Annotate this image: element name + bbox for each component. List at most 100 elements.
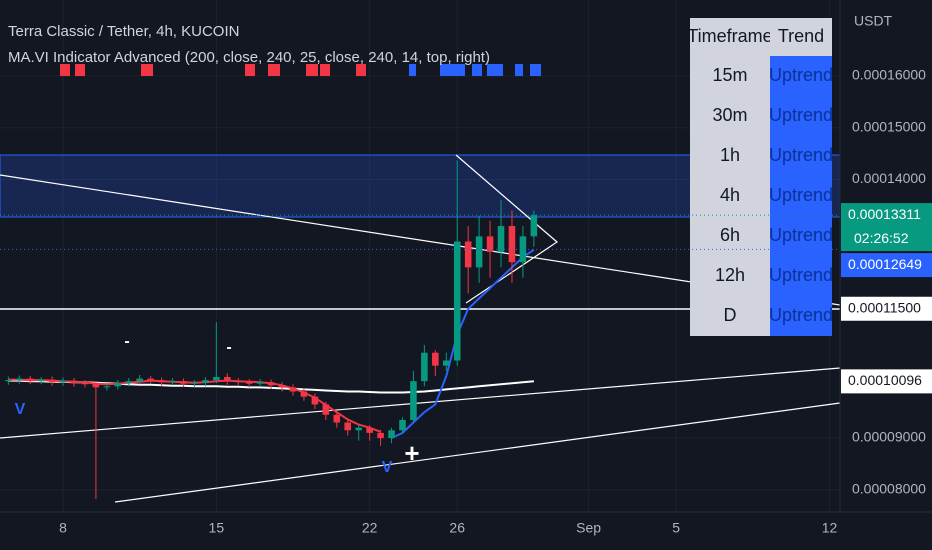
price-tag-label: 0.00013311: [848, 206, 921, 222]
candle-body: [202, 380, 209, 383]
candle-body: [5, 380, 12, 382]
candle-body: [15, 378, 23, 381]
price-tags: 0.00013311 02:26:52 0.00012649 0.00011500 0.…: [0, 203, 932, 394]
candle-body: [48, 379, 56, 383]
candle-body: [475, 236, 483, 268]
signal: [268, 64, 280, 76]
indicator-label: MA.VI Indicator Advanced (200, close, 24…: [8, 49, 490, 66]
price-tag-label: 0.00011500: [848, 299, 921, 315]
signal: [440, 64, 465, 76]
candle-body: [399, 419, 406, 431]
x-tick-label: Sep: [576, 520, 601, 536]
table-cell: [690, 136, 770, 176]
candle-body: [432, 352, 439, 366]
price-tag: [841, 369, 932, 394]
chart-title: Terra Classic / Tether, 4h, KUCOIN: [8, 23, 239, 40]
price-tag-label: 0.00010096: [848, 372, 922, 388]
y-axis-unit: USDT: [854, 13, 893, 29]
candle-body: [158, 380, 165, 383]
signal: [530, 64, 541, 76]
x-tick-label: 26: [449, 520, 465, 536]
candle-body: [300, 391, 308, 397]
candle-body: [125, 381, 133, 384]
candle-body: [344, 422, 352, 431]
candle-body: [333, 414, 341, 423]
timeframe: 12h: [715, 265, 745, 285]
candle-body: [421, 352, 428, 382]
candle-body: [278, 385, 286, 388]
signal-marker: +: [404, 438, 419, 468]
candle-body: [530, 215, 538, 237]
candle-body: [453, 241, 461, 361]
signal-marker: V: [15, 401, 26, 418]
candle-body: [103, 386, 111, 388]
signal: [356, 64, 366, 76]
table-cell: [770, 256, 832, 296]
signal-marker: -: [124, 333, 129, 350]
x-tick-label: 22: [362, 520, 378, 536]
signal: [245, 64, 255, 76]
table-cell: [690, 56, 770, 96]
candle-body: [508, 226, 516, 263]
signal: [306, 64, 318, 76]
countdown: 02:26:52: [854, 230, 909, 246]
candle-body: [70, 380, 78, 384]
candle-body: [410, 381, 417, 420]
candle-body: [169, 381, 176, 383]
trend-value: Uptrend: [769, 305, 833, 325]
x-tick-label: 15: [209, 520, 225, 536]
y-tick-label: 0.00009000: [852, 429, 926, 445]
candle-body: [464, 241, 472, 268]
table-cell: [770, 176, 832, 216]
candle-body: [366, 427, 373, 433]
candle-body: [92, 383, 100, 388]
table-cell: [690, 176, 770, 216]
candle-body: [26, 378, 34, 382]
price-tag-label: 0.00012649: [848, 256, 922, 272]
table-header: Timeframe: [687, 26, 772, 46]
signal: [320, 64, 330, 76]
candle-body: [191, 382, 198, 384]
signal: [515, 64, 523, 76]
timeframe: 6h: [720, 225, 740, 245]
trend-value: Uptrend: [769, 185, 833, 205]
price-tag: [841, 253, 932, 278]
candle-body: [377, 432, 384, 439]
table-header: Trend: [778, 26, 824, 46]
trend-value: Uptrend: [769, 65, 833, 85]
candle-body: [180, 381, 187, 384]
trend-value: Uptrend: [769, 265, 833, 285]
candle-body: [81, 383, 89, 385]
timeframe: 15m: [712, 65, 747, 85]
y-tick-label: 0.00008000: [852, 480, 926, 496]
signal-marker: V: [382, 459, 393, 476]
candle-body: [519, 236, 527, 263]
signal-marker: -: [226, 339, 231, 356]
ma-line: [391, 248, 535, 439]
candle-body: [147, 378, 154, 381]
candle-body: [114, 383, 122, 387]
signal: [60, 64, 70, 76]
table-cell: [770, 96, 832, 136]
candle-body: [256, 382, 264, 384]
candle-body: [289, 387, 297, 392]
channel-line: [114, 402, 841, 503]
candle-body: [497, 226, 505, 252]
timeframe: D: [724, 305, 737, 325]
candle-body: [234, 381, 242, 383]
trend-value: Uptrend: [769, 225, 833, 245]
x-tick-label: 12: [822, 520, 838, 536]
candle-body: [245, 381, 253, 384]
candle-body: [311, 396, 319, 405]
channel-line: [0, 367, 841, 439]
timeframe: 4h: [720, 185, 740, 205]
y-tick-label: 0.00014000: [852, 170, 926, 186]
candle-body: [267, 382, 275, 386]
table-cell: [690, 96, 770, 136]
y-tick-label: 0.00015000: [852, 118, 926, 134]
candle-body: [486, 236, 494, 252]
grid: [0, 0, 840, 512]
price-tag: [841, 296, 932, 321]
signal: [472, 64, 482, 76]
table-cell: [690, 256, 770, 296]
